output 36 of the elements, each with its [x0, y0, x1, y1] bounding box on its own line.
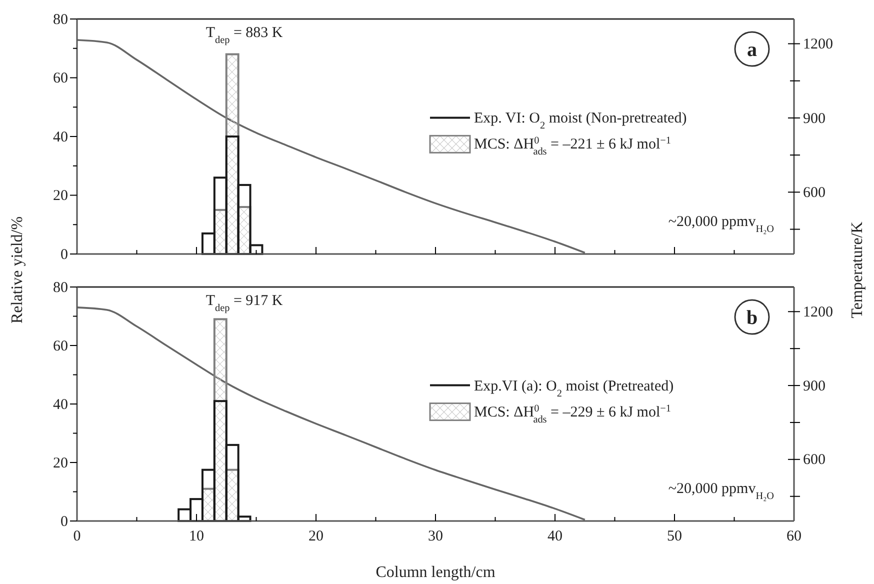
y-tick-label: 20: [53, 455, 68, 472]
legend-label: MCS: ΔH$^{0}$$_{ads}$ = –221 ± 6 kJ mol$^{−1}$: [474, 135, 671, 158]
x-tick-label: 0: [73, 528, 81, 545]
y2-tick-label: 600: [803, 184, 826, 201]
y-tick-label: 0: [60, 246, 68, 263]
legend-label: MCS: ΔH$^{0}$$_{ads}$ = –229 ± 6 kJ mol$^{−1}$: [474, 402, 671, 425]
y-tick-label: 40: [53, 129, 68, 146]
y-tick-label: 20: [53, 188, 68, 204]
x-tick-label: 20: [308, 528, 324, 545]
y-tick-label: 60: [53, 70, 68, 87]
y-tick-label: 40: [53, 396, 68, 413]
y-axis-title: Relative yield/%: [9, 216, 26, 324]
y-tick-label: 60: [53, 338, 68, 354]
annotation: b: [746, 307, 758, 329]
x-axis-title: Column length/cm: [376, 564, 496, 581]
x-tick-label: 50: [667, 528, 682, 545]
x-tick-label: 10: [189, 528, 204, 545]
x-tick-label: 30: [428, 528, 443, 545]
y2-tick-label: 1200: [803, 304, 833, 320]
legend-label: Exp.VI (a): O$_{2}$ moist (Pretreated): [474, 378, 674, 399]
y2-tick-label: 900: [803, 378, 826, 394]
x-tick-label: 60: [786, 528, 802, 545]
annotation: a: [747, 39, 757, 61]
y2-tick-label: 600: [803, 452, 826, 468]
annotation: T$_{dep}$ = 883 K: [206, 25, 283, 46]
y-tick-label: 0: [60, 514, 68, 530]
annotation: ~20,000 ppmv$_{H₂O}$: [668, 481, 774, 502]
legend-label: Exp. VI: O$_{2}$ moist (Non-pretreated): [474, 110, 687, 132]
annotation: T$_{dep}$ = 917 K: [206, 293, 283, 314]
y2-tick-label: 1200: [803, 36, 833, 53]
y-tick-label: 80: [53, 12, 68, 28]
y2-axis-title: Temperature/K: [849, 221, 866, 318]
annotation: ~20,000 ppmv$_{H₂O}$: [668, 214, 774, 234]
y-tick-label: 80: [53, 280, 68, 296]
x-tick-label: 40: [548, 528, 562, 545]
y2-tick-label: 900: [803, 110, 826, 127]
